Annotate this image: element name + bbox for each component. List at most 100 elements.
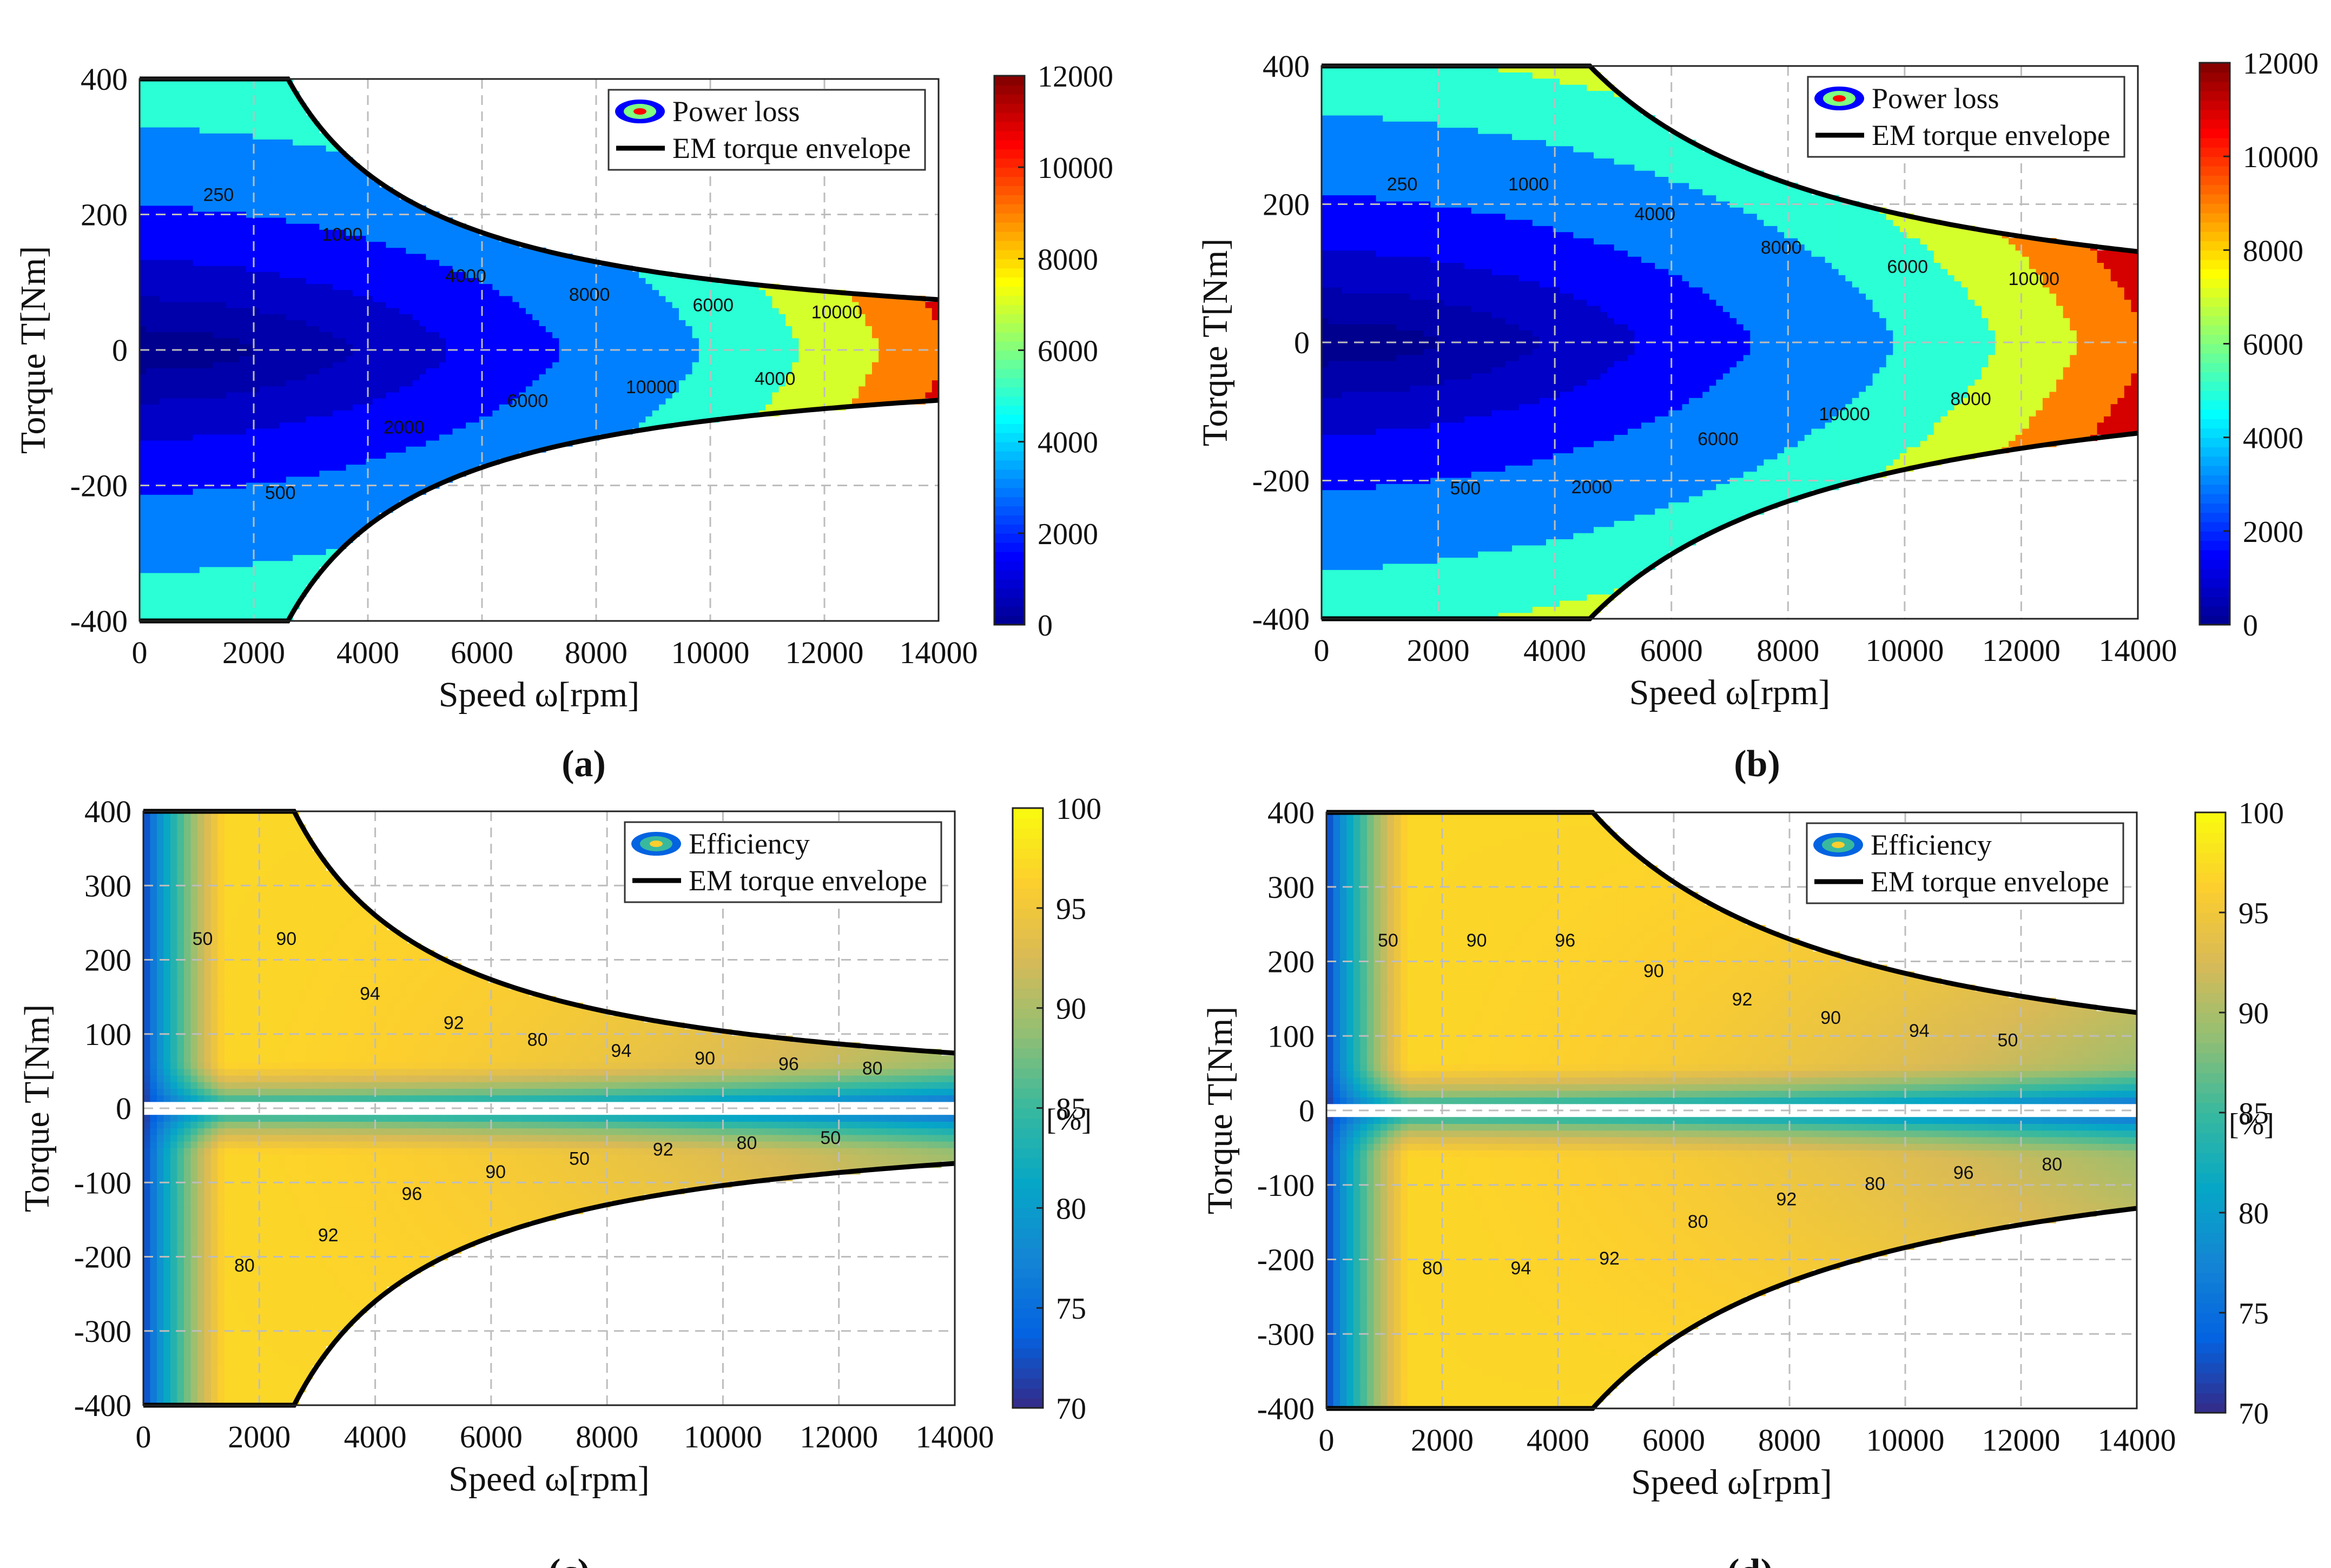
contour-cell <box>266 464 273 471</box>
contour-cell <box>239 121 247 128</box>
contour-cell <box>332 356 340 362</box>
contour-cell <box>399 464 406 471</box>
contour-cell <box>279 374 287 381</box>
contour-cell <box>159 614 167 621</box>
contour-cell <box>332 175 340 182</box>
contour-cell <box>253 181 260 188</box>
contour-cell <box>565 368 573 375</box>
contour-cell <box>346 169 353 176</box>
contour-cell <box>432 289 440 296</box>
contour-cell <box>332 332 340 339</box>
contour-cell <box>246 332 253 339</box>
contour-cell <box>199 115 207 122</box>
contour-cell <box>332 428 340 435</box>
contour-cell <box>146 398 154 405</box>
contour-cell <box>286 368 293 375</box>
contour-cell <box>792 398 800 405</box>
contour-cell <box>166 362 174 368</box>
contour-cell <box>226 374 233 381</box>
contour-cell <box>459 266 466 272</box>
contour-cell <box>219 187 227 194</box>
contour-cell <box>279 301 287 308</box>
contour-cell <box>213 187 220 194</box>
contour-cell <box>193 326 200 333</box>
contour-cell <box>346 175 353 182</box>
contour-cell <box>552 338 559 345</box>
contour-cell <box>199 157 207 164</box>
contour-cell <box>392 404 400 411</box>
contour-cell <box>279 308 287 314</box>
panel-a: 0 2000 4000 6000 8000 10000 12000 14000-400-200… <box>14 60 1113 785</box>
contour-cell <box>213 157 220 164</box>
contour-cell <box>266 139 273 145</box>
contour-cell <box>193 272 200 278</box>
contour-cell <box>452 470 460 477</box>
contour-cell <box>286 314 293 320</box>
contour-cell <box>159 434 167 441</box>
contour-cell <box>153 434 160 441</box>
contour-cell <box>273 380 280 387</box>
contour-cell <box>299 542 307 549</box>
contour-cell <box>625 416 633 423</box>
contour-cell <box>173 380 180 387</box>
contour-cell <box>426 320 433 326</box>
contour-cell <box>273 326 280 333</box>
contour-cell <box>313 283 320 290</box>
contour-cell <box>233 585 240 591</box>
contour-cell <box>213 235 220 242</box>
contour-cell <box>259 145 267 152</box>
contour-cell <box>226 398 233 405</box>
contour-cell <box>299 410 307 416</box>
contour-cell <box>352 350 360 356</box>
contour-cell <box>253 446 260 453</box>
contour-cell <box>219 488 227 495</box>
contour-cell <box>359 410 367 416</box>
contour-cell <box>166 410 174 416</box>
contour-cell <box>313 338 320 345</box>
contour-cell <box>645 368 653 375</box>
contour-cell <box>186 386 194 393</box>
contour-cell <box>406 277 413 285</box>
contour-cell <box>286 548 293 555</box>
contour-cell <box>193 266 200 272</box>
contour-cell <box>226 494 233 501</box>
contour-cell <box>386 343 393 350</box>
contour-cell <box>412 217 420 224</box>
contour-cell <box>233 139 240 145</box>
contour-cell <box>372 266 380 272</box>
contour-cell <box>166 506 174 513</box>
contour-cell <box>559 422 566 429</box>
contour-cell <box>146 338 154 345</box>
contour-cell <box>712 368 719 375</box>
contour-cell <box>166 253 174 260</box>
contour-cell <box>446 326 453 333</box>
contour-cell <box>592 301 599 308</box>
contour-cell <box>213 301 220 308</box>
contour-cell <box>386 326 393 333</box>
contour-cell <box>738 356 746 362</box>
contour-cell <box>286 181 293 188</box>
contour-cell <box>506 266 513 272</box>
contour-cell <box>486 380 493 387</box>
contour-cell <box>206 79 213 85</box>
contour-cell <box>146 614 154 621</box>
contour-cell <box>259 181 267 188</box>
contour-cell <box>140 326 147 333</box>
contour-cell <box>266 121 273 128</box>
contour-cell <box>506 386 513 393</box>
contour-cell <box>319 139 327 145</box>
contour-cell <box>326 356 333 362</box>
contour-cell <box>146 422 154 429</box>
contour-cell <box>179 566 187 573</box>
contour-cell <box>698 320 706 326</box>
contour-cell <box>246 211 253 218</box>
contour-cell <box>293 494 300 501</box>
contour-cell <box>159 199 167 206</box>
contour-cell <box>159 253 167 260</box>
contour-cell <box>239 452 247 459</box>
contour-cell <box>193 554 200 561</box>
contour-cell <box>306 343 313 350</box>
contour-cell <box>266 223 273 230</box>
contour-cell <box>313 398 320 405</box>
contour-cell <box>572 434 579 441</box>
